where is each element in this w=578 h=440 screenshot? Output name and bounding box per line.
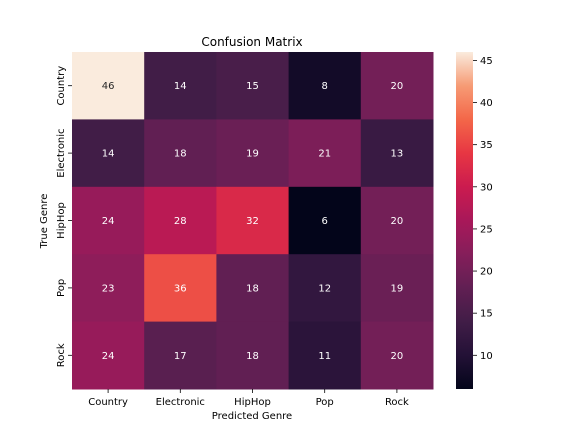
cell-value-label: 19 bbox=[246, 149, 259, 160]
x-tick-label: Country bbox=[88, 397, 128, 408]
y-tick-label: Rock bbox=[56, 343, 67, 367]
y-tick-label: Country bbox=[56, 66, 67, 106]
cell-value-label: 15 bbox=[246, 81, 259, 92]
heatmap-cell bbox=[288, 186, 362, 255]
cell-value-label: 24 bbox=[102, 216, 115, 227]
cell-value-label: 17 bbox=[174, 351, 187, 362]
y-axis-ticks: Country Electronic HipHop Pop Rock bbox=[56, 66, 72, 367]
cell-value-label: 13 bbox=[391, 149, 404, 160]
colorbar-tick-label: 30 bbox=[480, 182, 493, 193]
cell-value-label: 8 bbox=[322, 81, 328, 92]
y-tick-label: HipHop bbox=[56, 202, 67, 239]
cell-value-label: 6 bbox=[322, 216, 328, 227]
colorbar-tick-label: 45 bbox=[480, 56, 493, 67]
cell-value-label: 36 bbox=[174, 283, 187, 294]
heatmap-cell bbox=[360, 254, 434, 323]
x-tick-label: Rock bbox=[385, 397, 409, 408]
colorbar bbox=[456, 52, 473, 389]
heatmap-cell bbox=[72, 52, 145, 120]
colorbar-tick-label: 35 bbox=[480, 140, 493, 151]
heatmap-cell bbox=[72, 321, 145, 390]
heatmap-cell bbox=[144, 321, 217, 390]
y-tick-label: Pop bbox=[56, 279, 67, 297]
heatmap-cell bbox=[288, 119, 362, 188]
y-tick-label: Electronic bbox=[56, 128, 67, 177]
colorbar-tick-label: 20 bbox=[480, 267, 493, 278]
cell-value-label: 18 bbox=[174, 149, 187, 160]
chart-title: Confusion Matrix bbox=[201, 35, 302, 49]
colorbar-tick-label: 10 bbox=[480, 351, 493, 362]
cell-value-label: 18 bbox=[246, 283, 259, 294]
heatmap-cell bbox=[144, 52, 217, 120]
cell-value-label: 11 bbox=[318, 351, 331, 362]
heatmap-cell bbox=[144, 254, 217, 323]
heatmap-cell bbox=[72, 254, 145, 323]
heatmap-cell bbox=[360, 119, 434, 188]
cell-value-label: 23 bbox=[102, 283, 115, 294]
heatmap-cell bbox=[216, 119, 290, 188]
cell-value-label: 20 bbox=[391, 351, 404, 362]
heatmap-cell bbox=[72, 186, 145, 255]
x-tick-label: HipHop bbox=[234, 397, 271, 408]
cell-value-label: 46 bbox=[102, 81, 115, 92]
cell-value-label: 32 bbox=[246, 216, 259, 227]
cell-value-label: 12 bbox=[318, 283, 331, 294]
x-axis-ticks: Country Electronic HipHop Pop Rock bbox=[88, 389, 409, 408]
heatmap-cell bbox=[288, 52, 362, 120]
cell-value-label: 28 bbox=[174, 216, 187, 227]
heatmap-cell bbox=[360, 186, 434, 255]
heatmap-cell bbox=[216, 254, 290, 323]
heatmap-cell bbox=[216, 321, 290, 390]
cell-value-label: 14 bbox=[174, 81, 187, 92]
x-axis-label: Predicted Genre bbox=[212, 411, 292, 422]
heatmap-cell bbox=[144, 186, 217, 255]
colorbar-tick-label: 25 bbox=[480, 224, 493, 235]
x-tick-label: Electronic bbox=[156, 397, 205, 408]
heatmap-cell bbox=[216, 186, 290, 255]
heatmap-cell bbox=[72, 119, 145, 188]
heatmap-cell bbox=[144, 119, 217, 188]
cell-value-label: 18 bbox=[246, 351, 259, 362]
y-axis-label: True Genre bbox=[39, 194, 50, 250]
cell-value-label: 21 bbox=[318, 149, 331, 160]
colorbar-tick-label: 40 bbox=[480, 98, 493, 109]
cell-value-label: 24 bbox=[102, 351, 115, 362]
x-tick-label: Pop bbox=[316, 397, 334, 408]
heatmap-cell bbox=[216, 52, 290, 120]
cell-value-label: 19 bbox=[391, 283, 404, 294]
heatmap-cell bbox=[288, 254, 362, 323]
heatmap-cell bbox=[288, 321, 362, 390]
cell-value-label: 20 bbox=[391, 81, 404, 92]
cell-value-label: 14 bbox=[102, 149, 115, 160]
heatmap-cells: 46 14 15 8 20 14 18 19 21 13 24 28 32 6 20 23 36 18 12 19 24… bbox=[72, 52, 434, 390]
heatmap-cell bbox=[360, 321, 434, 390]
cell-value-label: 20 bbox=[391, 216, 404, 227]
colorbar-tick-label: 15 bbox=[480, 309, 493, 320]
heatmap-cell bbox=[360, 52, 434, 120]
colorbar-ticks: 10 15 20 25 30 35 40 45 bbox=[473, 56, 493, 362]
